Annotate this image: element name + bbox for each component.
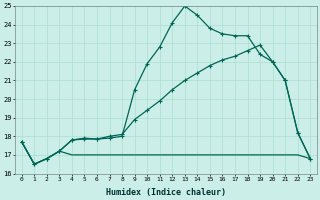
X-axis label: Humidex (Indice chaleur): Humidex (Indice chaleur) [106, 188, 226, 197]
